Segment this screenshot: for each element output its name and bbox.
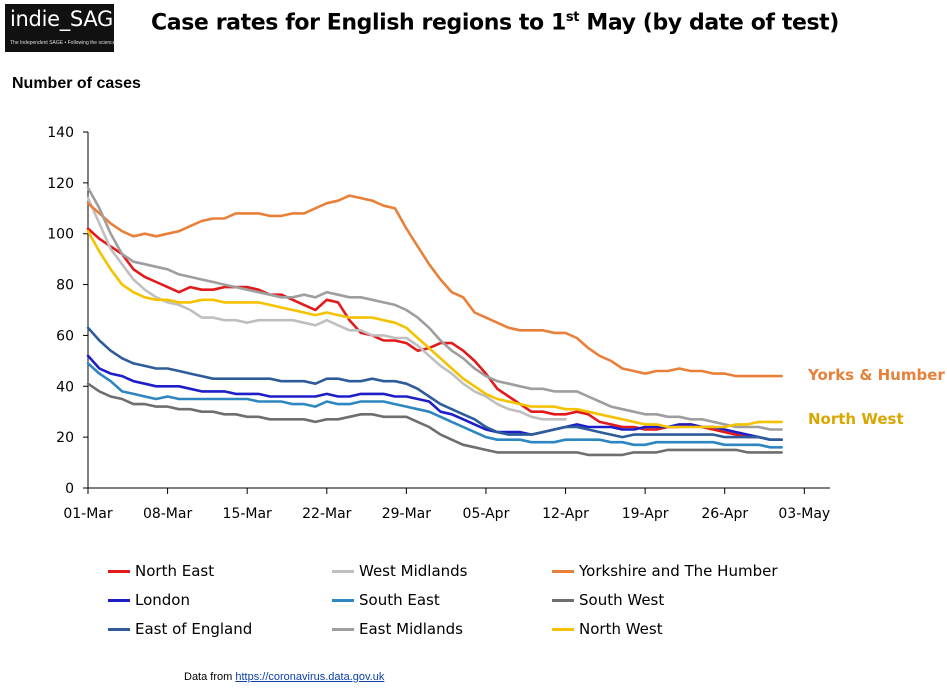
y-tick-label: 140	[47, 125, 74, 141]
legend-label: East Midlands	[359, 620, 463, 638]
legend-swatch	[552, 598, 574, 602]
x-tick-label: 08-Mar	[143, 506, 193, 522]
logo-tagline: The Independent SAGE • Following the sci…	[10, 40, 116, 46]
title-tail: May (by date of test)	[579, 10, 839, 36]
title-superscript: st	[565, 10, 580, 25]
x-tick-label: 03-May	[778, 506, 830, 522]
x-tick-label: 26-Apr	[701, 506, 748, 522]
y-tick-label: 0	[65, 481, 74, 497]
legend-item: South West	[552, 591, 664, 609]
y-tick-label: 80	[56, 278, 74, 294]
legend-label: Yorkshire and The Humber	[579, 562, 778, 580]
title-main: Case rates for English regions to 1	[151, 10, 566, 36]
legend-label: South West	[579, 591, 665, 609]
legend-label: West Midlands	[359, 562, 468, 580]
legend-item: London	[108, 591, 190, 609]
x-tick-label: 19-Apr	[622, 506, 669, 522]
legend-swatch	[108, 569, 130, 573]
legend-swatch	[332, 627, 354, 631]
source-link[interactable]: https://coronavirus.data.gov.uk	[235, 671, 385, 683]
legend-item: West Midlands	[332, 562, 467, 580]
source-prefix: Data from	[184, 671, 236, 683]
legend-label: North East	[135, 562, 215, 580]
y-tick-label: 20	[56, 430, 74, 446]
x-tick-label: 12-Apr	[542, 506, 589, 522]
legend-swatch	[552, 569, 574, 573]
x-tick-label: 15-Mar	[223, 506, 273, 522]
x-tick-label: 22-Mar	[302, 506, 352, 522]
legend-swatch	[332, 598, 354, 602]
legend-swatch	[108, 598, 130, 602]
series-line-north-west	[86, 229, 783, 429]
series-line-yorkshire-and-the-humber	[86, 194, 783, 378]
x-tick-label: 29-Mar	[382, 506, 432, 522]
y-tick-label: 40	[56, 379, 74, 395]
legend-swatch	[552, 627, 574, 631]
annotation-label: North West	[808, 410, 904, 428]
legend-swatch	[108, 627, 130, 631]
legend-swatch	[332, 569, 354, 573]
legend-label: London	[135, 591, 190, 609]
series-line-east-of-england	[86, 326, 783, 441]
series-line-north-east	[86, 227, 761, 439]
y-tick-label: 100	[47, 227, 74, 243]
indie-sage-logo: indie_SAGE The Independent SAGE • Follow…	[5, 4, 126, 52]
series-line-south-east	[86, 362, 783, 449]
series-line-west-midlands	[86, 196, 567, 421]
legend-label: North West	[579, 620, 663, 638]
series-line-south-west	[86, 382, 783, 457]
y-tick-label: 60	[56, 328, 74, 344]
legend-label: South East	[359, 591, 440, 609]
legend-item: East Midlands	[332, 620, 463, 638]
series-line-east-midlands	[86, 186, 783, 431]
x-tick-label: 01-Mar	[63, 506, 113, 522]
x-tick-label: 05-Apr	[463, 506, 510, 522]
y-tick-label: 120	[47, 176, 74, 192]
legend-label: East of England	[135, 620, 253, 638]
chart-title: Case rates for English regions to 1st Ma…	[140, 10, 850, 35]
legend-item: North West	[552, 620, 663, 638]
logo-text: indie_SAGE	[10, 7, 126, 31]
legend-item: East of England	[108, 620, 252, 638]
data-source-note: Data from https://coronavirus.data.gov.u…	[184, 671, 384, 683]
y-axis-label: Number of cases	[12, 75, 141, 92]
legend-item: Yorkshire and The Humber	[552, 562, 778, 580]
legend-item: South East	[332, 591, 440, 609]
legend-item: North East	[108, 562, 214, 580]
annotation-label: Yorks & Humber	[807, 366, 945, 384]
